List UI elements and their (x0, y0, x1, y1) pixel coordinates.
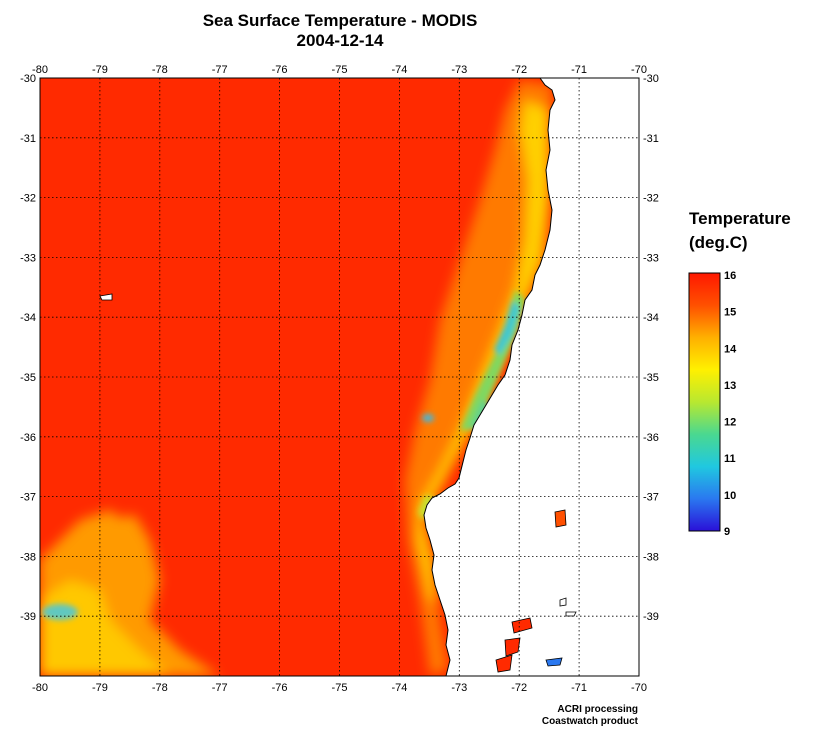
legend-units: (deg.C) (689, 233, 748, 252)
lon-ticks-bottom: -80 -79 -78 -77 -76 -75 -74 -73 -72 -71 … (32, 682, 647, 694)
lon-tick-top: -79 (92, 64, 108, 76)
legend-tick: 11 (724, 453, 736, 465)
lat-tick-right: -32 (643, 193, 659, 205)
legend-ticks: 16 15 14 13 12 11 10 9 (724, 270, 737, 538)
legend-tick: 9 (724, 526, 730, 538)
lat-tick-left: -35 (20, 372, 36, 384)
lon-tick-top: -70 (631, 64, 647, 76)
lon-tick-bottom: -71 (571, 682, 587, 694)
legend-tick: 16 (724, 270, 736, 282)
map-date: 2004-12-14 (296, 31, 384, 50)
legend-title: Temperature (689, 209, 791, 228)
legend-colorbar (688, 272, 721, 532)
lon-tick-bottom: -80 (32, 682, 48, 694)
map-title: Sea Surface Temperature - MODIS (202, 11, 478, 30)
lon-tick-bottom: -78 (152, 682, 168, 694)
land-mass (423, 78, 639, 676)
lon-tick-top: -77 (212, 64, 228, 76)
lat-tick-right: -35 (643, 372, 659, 384)
lon-tick-top: -72 (511, 64, 527, 76)
legend-tick: 13 (724, 380, 736, 392)
lat-tick-left: -32 (20, 193, 36, 205)
credit-processing: ACRI processing (557, 704, 638, 715)
coastal-gradient (40, 80, 552, 676)
legend-tick: 10 (724, 490, 736, 502)
map-frame (39, 77, 640, 677)
lon-tick-top: -78 (152, 64, 168, 76)
lat-tick-left: -31 (20, 133, 36, 145)
lon-tick-bottom: -79 (92, 682, 108, 694)
lon-tick-top: -75 (332, 64, 348, 76)
islands (99, 293, 577, 673)
lat-ticks-right: -30 -31 -32 -33 -34 -35 -36 -37 -38 -39 (643, 73, 659, 623)
lon-tick-bottom: -75 (332, 682, 348, 694)
lon-tick-top: -76 (272, 64, 288, 76)
lat-tick-right: -38 (643, 551, 659, 563)
lat-ticks-left: -30 -31 -32 -33 -34 -35 -36 -37 -38 -39 (20, 73, 36, 623)
lat-tick-right: -30 (643, 73, 659, 85)
lat-tick-left: -38 (20, 551, 36, 563)
map-area (40, 78, 639, 676)
lon-ticks-top: -80 -79 -78 -77 -76 -75 -74 -73 -72 -71 … (32, 64, 647, 76)
lat-tick-right: -34 (643, 312, 659, 324)
lon-tick-top: -71 (571, 64, 587, 76)
lon-tick-top: -80 (32, 64, 48, 76)
lon-tick-bottom: -77 (212, 682, 228, 694)
lat-tick-right: -39 (643, 611, 659, 623)
lon-tick-top: -73 (451, 64, 467, 76)
lat-tick-left: -36 (20, 432, 36, 444)
lon-tick-top: -74 (391, 64, 407, 76)
lat-tick-right: -36 (643, 432, 659, 444)
lon-tick-bottom: -72 (511, 682, 527, 694)
legend-tick: 12 (724, 417, 736, 429)
lat-tick-right: -33 (643, 252, 659, 264)
lat-tick-left: -39 (20, 611, 36, 623)
lon-tick-bottom: -70 (631, 682, 647, 694)
lat-tick-left: -34 (20, 312, 36, 324)
lat-tick-left: -30 (20, 73, 36, 85)
credit-product: Coastwatch product (541, 716, 638, 727)
lon-tick-bottom: -74 (391, 682, 407, 694)
lat-tick-left: -37 (20, 492, 36, 504)
legend-tick: 14 (724, 343, 737, 355)
lon-tick-bottom: -76 (272, 682, 288, 694)
lon-tick-bottom: -73 (451, 682, 467, 694)
lat-tick-right: -37 (643, 492, 659, 504)
lat-tick-left: -33 (20, 252, 36, 264)
legend-tick: 15 (724, 307, 736, 319)
lat-tick-right: -31 (643, 133, 659, 145)
